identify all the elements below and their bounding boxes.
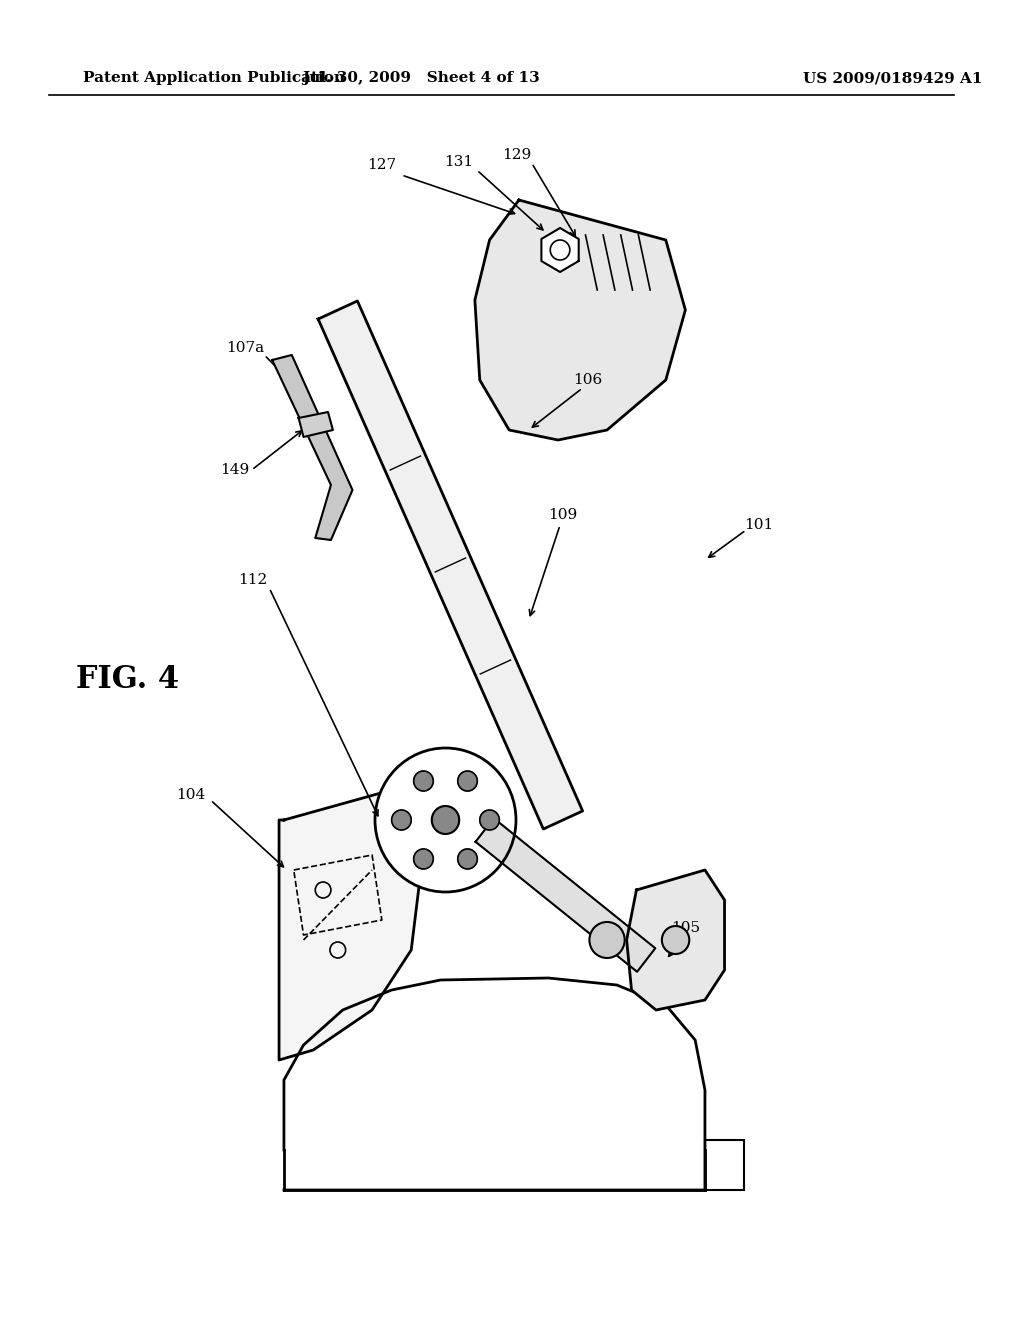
Circle shape xyxy=(432,807,459,834)
Circle shape xyxy=(391,810,412,830)
Polygon shape xyxy=(475,201,685,440)
Circle shape xyxy=(550,240,569,260)
Polygon shape xyxy=(627,870,725,1010)
Bar xyxy=(705,1140,744,1191)
Text: 105: 105 xyxy=(671,921,700,935)
Polygon shape xyxy=(542,228,579,272)
Text: 106: 106 xyxy=(572,374,602,387)
Text: 131: 131 xyxy=(443,154,473,169)
Text: 127: 127 xyxy=(368,158,396,172)
Polygon shape xyxy=(299,412,333,437)
Text: 104: 104 xyxy=(176,788,206,803)
Text: 129: 129 xyxy=(503,148,531,162)
Text: FIG. 4: FIG. 4 xyxy=(76,664,179,696)
Polygon shape xyxy=(280,789,421,1060)
Circle shape xyxy=(414,771,433,791)
Text: Patent Application Publication: Patent Application Publication xyxy=(83,71,345,84)
Polygon shape xyxy=(272,355,352,540)
Text: 101: 101 xyxy=(744,517,773,532)
Circle shape xyxy=(480,810,500,830)
Circle shape xyxy=(662,927,689,954)
Polygon shape xyxy=(475,818,655,972)
Circle shape xyxy=(375,748,516,892)
Text: 112: 112 xyxy=(238,573,267,587)
Circle shape xyxy=(414,849,433,869)
Circle shape xyxy=(458,849,477,869)
Circle shape xyxy=(590,921,625,958)
Polygon shape xyxy=(318,301,583,829)
Circle shape xyxy=(458,771,477,791)
Text: 107a: 107a xyxy=(225,341,264,355)
Text: 149: 149 xyxy=(220,463,250,477)
Text: 109: 109 xyxy=(549,508,578,521)
Text: Jul. 30, 2009   Sheet 4 of 13: Jul. 30, 2009 Sheet 4 of 13 xyxy=(302,71,540,84)
Text: US 2009/0189429 A1: US 2009/0189429 A1 xyxy=(803,71,982,84)
